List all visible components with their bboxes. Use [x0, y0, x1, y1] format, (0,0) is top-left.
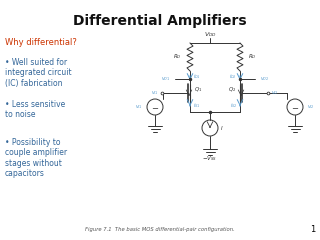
- Text: $v_{I2}$: $v_{I2}$: [271, 89, 279, 97]
- Text: $v_{O2}$: $v_{O2}$: [260, 75, 269, 83]
- Text: $v_{O1}$: $v_{O1}$: [161, 75, 170, 83]
- Text: • Less sensitive
to noise: • Less sensitive to noise: [5, 100, 65, 120]
- Text: $i_{S2}$: $i_{S2}$: [230, 102, 237, 110]
- Text: $I$: $I$: [220, 124, 223, 132]
- Text: Differential Amplifiers: Differential Amplifiers: [73, 14, 247, 28]
- Text: 1: 1: [310, 225, 315, 234]
- Text: $R_D$: $R_D$: [248, 53, 257, 61]
- Text: $Q_1$: $Q_1$: [194, 86, 202, 94]
- Text: $v_{I2}$: $v_{I2}$: [307, 103, 315, 111]
- Text: $R_D$: $R_D$: [173, 53, 182, 61]
- Text: • Possibility to
couple amplifier
stages without
capacitors: • Possibility to couple amplifier stages…: [5, 138, 67, 178]
- Text: Why differential?: Why differential?: [5, 38, 77, 47]
- Text: $-V_{SS}$: $-V_{SS}$: [203, 155, 218, 163]
- Text: $v_{I1}$: $v_{I1}$: [135, 103, 143, 111]
- Text: $v_{I1}$: $v_{I1}$: [151, 89, 159, 97]
- Text: Figure 7.1  The basic MOS differential-pair configuration.: Figure 7.1 The basic MOS differential-pa…: [85, 227, 235, 232]
- Text: $i_{S1}$: $i_{S1}$: [193, 102, 200, 110]
- Text: • Well suited for
integrated circuit
(IC) fabrication: • Well suited for integrated circuit (IC…: [5, 58, 72, 88]
- Text: $i_{D2}$: $i_{D2}$: [229, 72, 237, 81]
- Text: $V_{DD}$: $V_{DD}$: [204, 30, 216, 39]
- Text: $Q_2$: $Q_2$: [228, 86, 236, 94]
- Text: $-$: $-$: [291, 102, 299, 112]
- Text: $i_{D1}$: $i_{D1}$: [193, 72, 201, 81]
- Text: $-$: $-$: [151, 102, 159, 112]
